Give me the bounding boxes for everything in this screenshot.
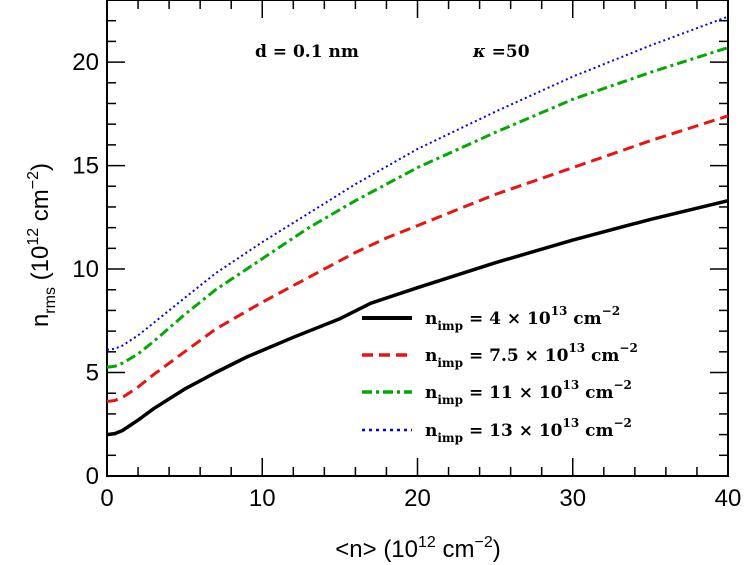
legend-part: −2: [602, 304, 620, 318]
legend-part: −2: [619, 341, 637, 355]
y-tick-label: 10: [72, 256, 99, 283]
y-axis-label: nrms (1012 cm−2): [25, 163, 59, 327]
legend-part: cm: [585, 346, 619, 366]
legend-part: −2: [613, 378, 631, 392]
x-label-main: <n> (10: [335, 536, 418, 563]
x-tick-label: 30: [559, 485, 586, 512]
x-axis-label: <n> (1012 cm−2): [335, 534, 500, 563]
x-label-sup2: −2: [474, 534, 492, 551]
legend-part: imp: [437, 431, 463, 445]
legend-label-1: nimp = 4 × 1013 cm−2: [425, 304, 620, 333]
x-tick-label: 0: [100, 485, 113, 512]
y-label-sub: rms: [42, 287, 59, 314]
y-label-close: ): [27, 163, 54, 171]
legend-part: −2: [613, 416, 631, 430]
series-line-1: [106, 198, 729, 437]
y-label-rest: (10: [27, 246, 54, 287]
y-label-main: n: [27, 314, 54, 327]
y-label-sup2: −2: [25, 171, 42, 189]
x-tick-label: 40: [715, 485, 742, 512]
y-label-unit: cm: [27, 189, 54, 228]
series-lines: [106, 15, 729, 437]
y-tick-label: 0: [86, 463, 99, 490]
y-tick-label: 5: [86, 360, 99, 387]
legend-part: 13: [568, 341, 585, 355]
legend-part: cm: [567, 309, 601, 329]
legend-part: imp: [437, 319, 463, 333]
x-label-close: ): [493, 536, 501, 563]
series-line-3: [106, 46, 729, 369]
legend-part: n: [425, 346, 437, 366]
legend-part: n: [425, 309, 437, 329]
kappa-symbol: κ: [472, 42, 486, 62]
x-tick-label: 10: [249, 485, 276, 512]
x-tick-label: 20: [404, 485, 431, 512]
axis-ticks: [106, 0, 729, 477]
legend-part: = 11 × 10: [463, 383, 563, 403]
legend-part: imp: [437, 393, 463, 407]
y-label-sup: 12: [25, 228, 42, 246]
legend-part: 13: [551, 304, 568, 318]
legend-part: cm: [579, 421, 613, 441]
legend-part: imp: [437, 356, 463, 370]
annotation-kappa: κ =50: [472, 42, 530, 62]
legend-part: n: [425, 421, 437, 441]
y-tick-label: 20: [72, 49, 99, 76]
legend-label-3: nimp = 11 × 1013 cm−2: [425, 378, 632, 407]
legend-part: 13: [563, 416, 580, 430]
plot-frame: [106, 0, 729, 477]
legend-label-2: nimp = 7.5 × 1013 cm−2: [425, 341, 638, 370]
kappa-value: =50: [486, 42, 530, 62]
legend-part: = 13 × 10: [463, 421, 563, 441]
series-line-2: [106, 114, 729, 403]
annotation-d: d = 0.1 nm: [255, 42, 359, 62]
legend-part: cm: [579, 383, 613, 403]
x-label-unit: cm: [436, 536, 475, 563]
series-line-4: [106, 15, 729, 351]
legend-part: 13: [563, 378, 580, 392]
tick-labels: 0 10 20 30 40 0 5 10 15 20: [72, 49, 741, 512]
legend-part: = 4 × 10: [463, 309, 551, 329]
x-label-sup: 12: [418, 534, 436, 551]
legend-part: = 7.5 × 10: [463, 346, 569, 366]
legend-part: n: [425, 383, 437, 403]
legend-label-4: nimp = 13 × 1013 cm−2: [425, 416, 632, 445]
y-tick-label: 15: [72, 153, 99, 180]
